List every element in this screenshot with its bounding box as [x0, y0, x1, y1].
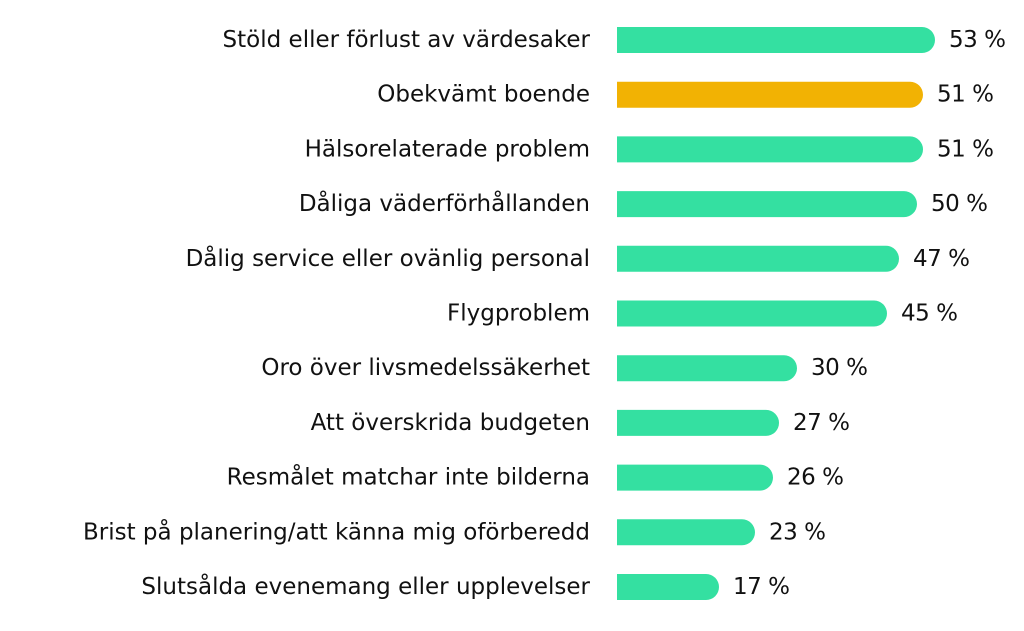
category-label: Brist på planering/att känna mig oförber…: [83, 517, 590, 545]
value-label: 17 %: [733, 574, 789, 600]
category-label: Oro över livsmedelssäkerhet: [261, 355, 590, 381]
value-label: 47 %: [913, 246, 969, 272]
value-label: 27 %: [793, 410, 849, 436]
value-label: 50 %: [931, 191, 987, 217]
category-label: Stöld eller förlust av värdesaker: [223, 27, 591, 53]
bar: [617, 300, 888, 327]
bar: [617, 519, 755, 546]
bar: [617, 464, 773, 491]
category-label: Hälsorelaterade problem: [305, 136, 590, 162]
value-label: 23 %: [769, 519, 825, 545]
category-label: Dålig service eller ovänlig personal: [186, 244, 590, 272]
bar-row: Oro över livsmedelssäkerhet 30 %: [261, 355, 868, 382]
bar: [617, 574, 719, 600]
value-label: 51 %: [937, 82, 993, 108]
value-label: 51 %: [937, 136, 993, 162]
category-label: Flygproblem: [447, 301, 590, 327]
bar-row: Obekvämt boende 51 %: [377, 81, 994, 108]
bar: [617, 136, 923, 163]
bar: [617, 409, 780, 436]
bar-row: Att överskrida budgeten 27 %: [311, 409, 850, 436]
bar-rows: Stöld eller förlust av värdesaker 53 % Obe…: [83, 27, 1006, 600]
highlighted-bar: [617, 81, 923, 108]
bar-row: Resmålet matchar inte bilderna 26 %: [227, 463, 844, 491]
bar-row: Flygproblem 45 %: [447, 300, 958, 327]
category-label: Obekvämt boende: [377, 82, 590, 108]
bar: [617, 245, 899, 272]
bar-row: Dåliga väderförhållanden 50 %: [299, 189, 988, 218]
category-label: Slutsålda evenemang eller upplevelser: [141, 572, 590, 600]
value-label: 30 %: [811, 355, 867, 381]
bar: [617, 355, 797, 382]
value-label: 53 %: [949, 27, 1005, 53]
value-label: 26 %: [787, 465, 843, 491]
category-label: Att överskrida budgeten: [311, 410, 590, 436]
bar-row: Dålig service eller ovänlig personal 47 %: [186, 244, 970, 272]
category-label: Resmålet matchar inte bilderna: [227, 463, 590, 491]
bar: [617, 27, 935, 53]
value-label: 45 %: [901, 301, 957, 327]
bar-row: Brist på planering/att känna mig oförber…: [83, 517, 826, 546]
bar-row: Stöld eller förlust av värdesaker 53 %: [223, 27, 1006, 53]
bar-row: Hälsorelaterade problem 51 %: [305, 136, 994, 163]
bar-row: Slutsålda evenemang eller upplevelser 17 …: [141, 572, 790, 600]
category-label: Dåliga väderförhållanden: [299, 189, 590, 217]
bar: [617, 191, 918, 218]
